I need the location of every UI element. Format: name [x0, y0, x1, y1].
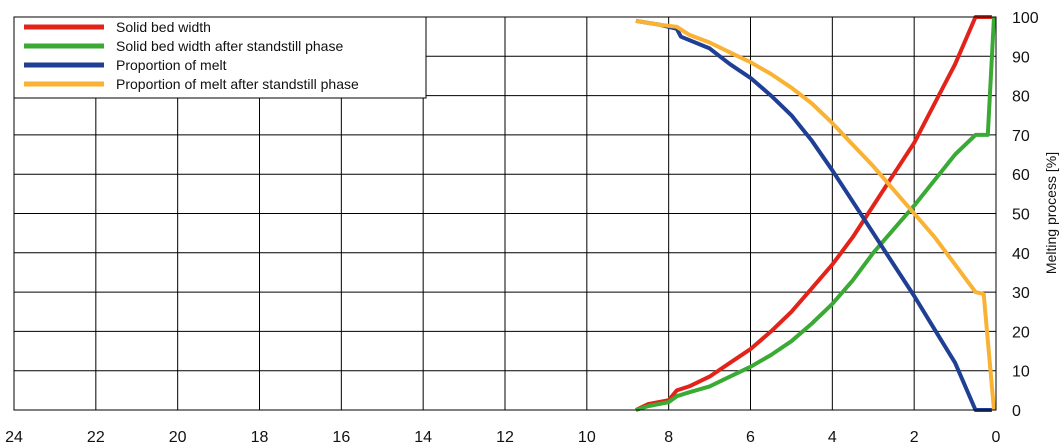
y-tick-label: 70: [1012, 128, 1030, 145]
x-tick-label: 12: [496, 429, 514, 446]
series-line-3: [635, 18, 992, 412]
x-axis-ticks: 24 22 20 18 16 14 12 10 8 6 4 2 0: [5, 429, 1000, 446]
x-tick-label: 10: [578, 429, 596, 446]
x-tick-label: 24: [5, 429, 23, 446]
y-tick-label: 90: [1012, 49, 1030, 66]
x-tick-label: 6: [746, 429, 755, 446]
x-tick-label: 16: [332, 429, 350, 446]
series-line-4: [635, 18, 996, 411]
series-line-1: [635, 15, 992, 412]
y-tick-label: 50: [1012, 207, 1030, 224]
y-tick-label: 80: [1012, 89, 1030, 106]
y-tick-label: 60: [1012, 167, 1030, 184]
x-tick-label: 2: [910, 429, 919, 446]
legend: Solid bed width Solid bed width after sta…: [13, 16, 427, 99]
x-tick-label: 4: [828, 429, 837, 446]
x-tick-label: 14: [414, 429, 432, 446]
legend-label: Proportion of melt: [116, 57, 227, 73]
series-lines: [635, 15, 996, 412]
y-axis-ticks: 0 10 20 30 40 50 60 70 80 90 100: [1012, 10, 1039, 420]
x-tick-label: 22: [87, 429, 105, 446]
plot-frame: [13, 16, 997, 411]
y-tick-label: 30: [1012, 285, 1030, 302]
y-tick-label: 100: [1012, 10, 1039, 27]
y-tick-label: 40: [1012, 246, 1030, 263]
x-tick-label: 8: [664, 429, 673, 446]
series-line-2: [635, 16, 996, 412]
y-axis-label: Melting process [%]: [1043, 152, 1059, 274]
y-tick-label: 0: [1012, 403, 1021, 420]
y-tick-label: 10: [1012, 364, 1030, 381]
x-tick-label: 0: [992, 429, 1001, 446]
x-tick-label: 18: [251, 429, 269, 446]
legend-label: Solid bed width: [116, 19, 211, 35]
legend-label: Proportion of melt after standstill phas…: [116, 76, 359, 92]
legend-label: Solid bed width after standstill phase: [116, 38, 343, 54]
x-tick-label: 20: [169, 429, 187, 446]
y-tick-label: 20: [1012, 324, 1030, 341]
